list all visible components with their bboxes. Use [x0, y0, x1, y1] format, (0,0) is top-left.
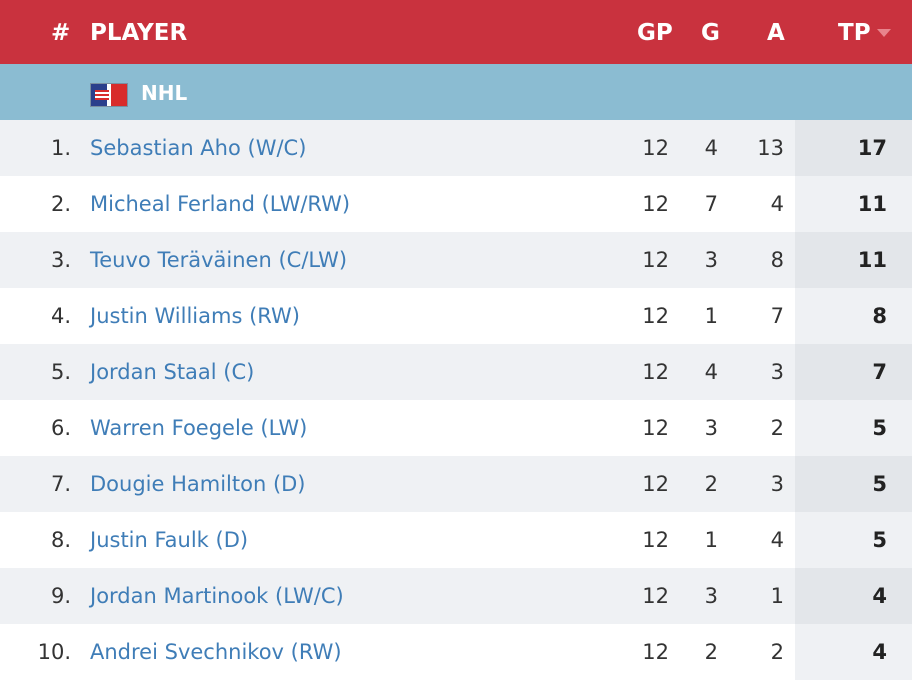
tp-cell-background [795, 176, 912, 232]
table-row: 6. Warren Foegele (LW) 12 3 2 5 [0, 400, 912, 456]
games-played-value: 12 [642, 304, 669, 328]
assists-value: 13 [757, 136, 784, 160]
player-rank: 4. [50, 304, 71, 328]
league-group-row: NHL [0, 64, 912, 120]
tp-cell-background [795, 568, 912, 624]
goals-value: 3 [704, 584, 718, 608]
player-name-link[interactable]: Teuvo Teräväinen (C/LW) [90, 248, 348, 272]
total-points-value: 8 [872, 304, 887, 328]
player-rank: 10. [37, 640, 71, 664]
total-points-value: 5 [872, 416, 887, 440]
player-column-header[interactable]: PLAYER [90, 20, 188, 46]
sort-descending-icon[interactable] [877, 29, 891, 37]
player-name-link[interactable]: Justin Williams (RW) [90, 304, 300, 328]
player-name-link[interactable]: Justin Faulk (D) [90, 528, 249, 552]
player-rank: 1. [50, 136, 71, 160]
assists-value: 4 [770, 528, 784, 552]
table-header: # PLAYER GP G A TP [0, 0, 912, 64]
total-points-value: 4 [872, 584, 887, 608]
assists-value: 8 [770, 248, 784, 272]
player-rank: 3. [50, 248, 71, 272]
table-row: 10. Andrei Svechnikov (RW) 12 2 2 4 [0, 624, 912, 680]
assists-value: 1 [770, 584, 784, 608]
total-points-value: 7 [872, 360, 887, 384]
table-row: 7. Dougie Hamilton (D) 12 2 3 5 [0, 456, 912, 512]
player-rank: 8. [50, 528, 71, 552]
player-rank: 2. [50, 192, 71, 216]
total-points-value: 11 [857, 248, 887, 272]
table-row: 4. Justin Williams (RW) 12 1 7 8 [0, 288, 912, 344]
total-points-value: 5 [872, 528, 887, 552]
goals-value: 2 [704, 640, 718, 664]
assists-value: 2 [770, 640, 784, 664]
goals-value: 1 [704, 528, 718, 552]
games-played-value: 12 [642, 472, 669, 496]
assists-column-header[interactable]: A [767, 20, 785, 46]
player-name-link[interactable]: Micheal Ferland (LW/RW) [90, 192, 351, 216]
tp-cell-background [795, 624, 912, 680]
games-played-value: 12 [642, 640, 669, 664]
games-played-value: 12 [642, 136, 669, 160]
goals-column-header[interactable]: G [701, 20, 720, 46]
goals-value: 4 [704, 136, 718, 160]
player-name-link[interactable]: Jordan Staal (C) [90, 360, 255, 384]
player-name-link[interactable]: Jordan Martinook (LW/C) [90, 584, 344, 608]
games-played-value: 12 [642, 584, 669, 608]
table-row: 2. Micheal Ferland (LW/RW) 12 7 4 11 [0, 176, 912, 232]
player-name-link[interactable]: Dougie Hamilton (D) [90, 472, 306, 496]
table-row: 8. Justin Faulk (D) 12 1 4 5 [0, 512, 912, 568]
goals-value: 4 [704, 360, 718, 384]
player-name-link[interactable]: Sebastian Aho (W/C) [90, 136, 307, 160]
total-points-column-header[interactable]: TP [838, 20, 871, 46]
player-rows: 1. Sebastian Aho (W/C) 12 4 13 17 2. Micheal Fe… [0, 120, 912, 680]
player-rank: 9. [50, 584, 71, 608]
tp-cell-background [795, 232, 912, 288]
usa-canada-flag-icon [90, 83, 128, 107]
assists-value: 2 [770, 416, 784, 440]
games-played-column-header[interactable]: GP [637, 20, 673, 46]
games-played-value: 12 [642, 248, 669, 272]
games-played-value: 12 [642, 360, 669, 384]
goals-value: 3 [704, 248, 718, 272]
player-name-link[interactable]: Warren Foegele (LW) [90, 416, 308, 440]
goals-value: 1 [704, 304, 718, 328]
player-rank: 7. [50, 472, 71, 496]
tp-cell-background [795, 400, 912, 456]
player-rank: 5. [50, 360, 71, 384]
tp-cell-background [795, 288, 912, 344]
player-rank: 6. [50, 416, 71, 440]
assists-value: 4 [770, 192, 784, 216]
goals-value: 7 [704, 192, 718, 216]
table-row: 3. Teuvo Teräväinen (C/LW) 12 3 8 11 [0, 232, 912, 288]
tp-cell-background [795, 120, 912, 176]
table-row: 1. Sebastian Aho (W/C) 12 4 13 17 [0, 120, 912, 176]
total-points-value: 17 [857, 136, 887, 160]
goals-value: 3 [704, 416, 718, 440]
games-played-value: 12 [642, 416, 669, 440]
total-points-value: 5 [872, 472, 887, 496]
games-played-value: 12 [642, 528, 669, 552]
assists-value: 3 [770, 472, 784, 496]
league-name: NHL [141, 81, 188, 105]
tp-cell-background [795, 344, 912, 400]
rank-column-header: # [51, 20, 71, 46]
total-points-value: 4 [872, 640, 887, 664]
tp-cell-background [795, 456, 912, 512]
assists-value: 3 [770, 360, 784, 384]
total-points-value: 11 [857, 192, 887, 216]
player-name-link[interactable]: Andrei Svechnikov (RW) [90, 640, 342, 664]
tp-cell-background [795, 512, 912, 568]
assists-value: 7 [770, 304, 784, 328]
games-played-value: 12 [642, 192, 669, 216]
table-row: 5. Jordan Staal (C) 12 4 3 7 [0, 344, 912, 400]
goals-value: 2 [704, 472, 718, 496]
table-row: 9. Jordan Martinook (LW/C) 12 3 1 4 [0, 568, 912, 624]
